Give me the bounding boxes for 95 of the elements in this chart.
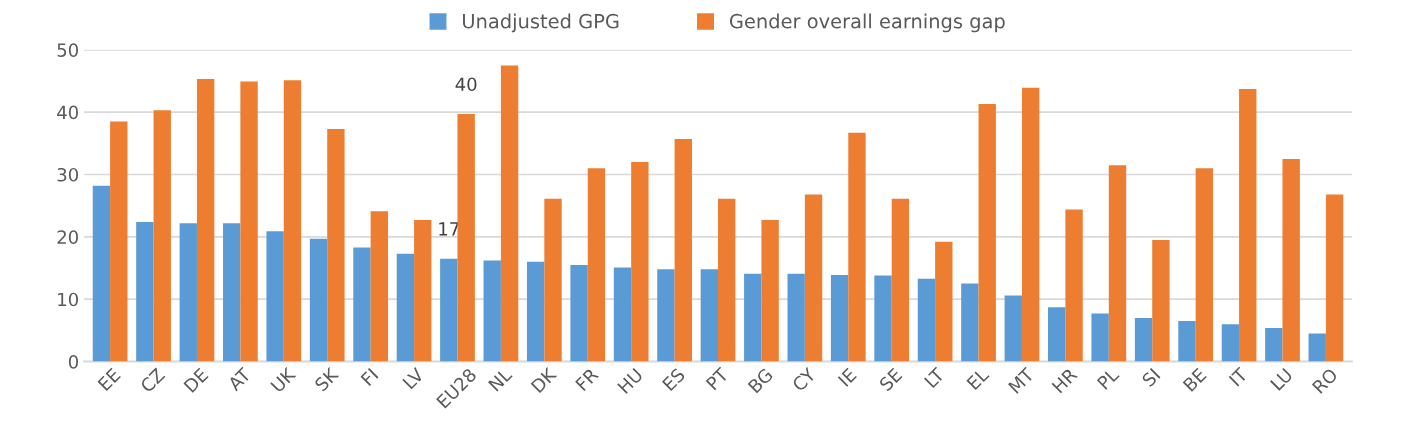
x-tick-label: HR bbox=[1051, 367, 1078, 394]
bar bbox=[500, 65, 519, 362]
bar bbox=[700, 269, 719, 362]
bar bbox=[935, 241, 953, 362]
y-tick-label: 30 bbox=[57, 167, 78, 182]
bar bbox=[744, 273, 762, 362]
bar bbox=[917, 278, 936, 362]
x-tick-label: SI bbox=[1141, 367, 1161, 388]
bar bbox=[718, 198, 736, 362]
bar bbox=[179, 223, 197, 362]
bar bbox=[153, 110, 171, 362]
bar bbox=[266, 231, 284, 362]
bar bbox=[309, 238, 328, 362]
x-tick-label: AT bbox=[226, 366, 252, 392]
x-tick-label: HU bbox=[617, 367, 644, 394]
bar bbox=[1134, 317, 1153, 362]
bar bbox=[196, 79, 215, 362]
x-tick-label: LT bbox=[924, 366, 946, 389]
bar bbox=[1048, 307, 1066, 362]
x-tick-label: SE bbox=[878, 367, 903, 392]
x-tick-label: ES bbox=[661, 367, 686, 392]
x-tick-label: SK bbox=[313, 366, 340, 392]
bar bbox=[848, 132, 866, 362]
x-tick-label: NL bbox=[488, 366, 513, 392]
bar bbox=[961, 283, 979, 362]
bar bbox=[483, 260, 501, 362]
bar bbox=[674, 138, 692, 362]
x-tick-label: IE bbox=[837, 367, 857, 387]
bar bbox=[370, 211, 389, 362]
x-tick-label: PT bbox=[705, 366, 730, 391]
bar bbox=[283, 80, 302, 362]
x-tick-label: CZ bbox=[139, 367, 166, 394]
bar bbox=[1282, 158, 1300, 362]
bar bbox=[1265, 327, 1283, 362]
bar bbox=[613, 267, 632, 362]
bar bbox=[657, 269, 675, 362]
x-tick-label: MT bbox=[1008, 366, 1035, 394]
bar bbox=[353, 247, 371, 362]
bar bbox=[1152, 239, 1170, 362]
bar bbox=[526, 261, 545, 362]
x-tick-label: LV bbox=[402, 366, 425, 390]
bar bbox=[570, 264, 588, 362]
bar bbox=[457, 114, 475, 362]
bar bbox=[761, 220, 779, 362]
bar bbox=[1239, 89, 1257, 362]
x-tick-label: UK bbox=[270, 366, 297, 393]
x-tick-label: FR bbox=[575, 367, 600, 392]
bar bbox=[1178, 321, 1196, 362]
bar bbox=[110, 121, 128, 362]
x-tick-label: CY bbox=[791, 366, 817, 393]
bar bbox=[587, 168, 606, 362]
x-tick-label: IT bbox=[1228, 366, 1249, 387]
data-label: 40 bbox=[455, 77, 477, 92]
bar bbox=[1091, 313, 1109, 362]
y-tick-label: 0 bbox=[68, 355, 78, 369]
bar bbox=[1325, 194, 1344, 362]
bar bbox=[1308, 333, 1326, 362]
bar bbox=[787, 273, 805, 362]
y-tick-label: 40 bbox=[57, 105, 78, 120]
x-tick-label: DK bbox=[530, 366, 558, 394]
y-tick-label: 50 bbox=[57, 43, 78, 57]
bar bbox=[830, 274, 849, 362]
bar bbox=[1221, 324, 1240, 362]
bar bbox=[1065, 209, 1083, 362]
bar bbox=[92, 185, 111, 362]
x-tick-label: EE bbox=[97, 367, 121, 391]
bar bbox=[874, 275, 892, 362]
y-tick-label: 10 bbox=[58, 292, 78, 307]
bar bbox=[440, 258, 458, 362]
bar bbox=[136, 221, 154, 362]
x-tick-label: BE bbox=[1182, 367, 1207, 392]
y-tick-label: 20 bbox=[57, 230, 78, 244]
x-tick-label: RO bbox=[1311, 367, 1339, 394]
bar bbox=[978, 104, 996, 362]
x-tick-label: LU bbox=[1270, 367, 1293, 391]
x-tick-label: DE bbox=[183, 367, 209, 393]
x-tick-label: PL bbox=[1096, 366, 1120, 390]
bar bbox=[396, 253, 415, 362]
bar bbox=[544, 198, 562, 362]
x-tick-label: EL bbox=[966, 366, 990, 391]
bar bbox=[223, 223, 241, 362]
bar bbox=[1004, 295, 1022, 362]
bar bbox=[891, 198, 910, 362]
bar bbox=[1021, 87, 1040, 362]
bar bbox=[1108, 165, 1127, 362]
bar bbox=[327, 128, 345, 362]
bar bbox=[631, 162, 649, 362]
bar bbox=[1195, 168, 1214, 362]
bar bbox=[240, 81, 258, 362]
legend-label: Gender overall earnings gap bbox=[729, 13, 1005, 33]
bar bbox=[414, 220, 432, 362]
x-tick-label: FI bbox=[360, 368, 379, 386]
bar bbox=[804, 194, 823, 362]
legend-label: Unadjusted GPG bbox=[463, 13, 619, 33]
x-tick-label: BG bbox=[747, 367, 774, 394]
